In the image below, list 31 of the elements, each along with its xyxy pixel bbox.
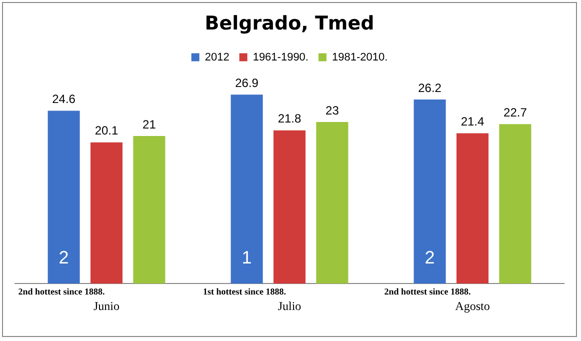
- legend-label: 2012: [204, 51, 230, 64]
- bar: [273, 130, 306, 284]
- bar: [133, 136, 166, 284]
- data-label: 21.4: [460, 114, 484, 129]
- data-label: 22.7: [504, 105, 528, 120]
- data-label: 21: [142, 117, 156, 132]
- data-label: 26.2: [418, 80, 442, 95]
- bar: [499, 124, 532, 284]
- annotation: 2: [424, 248, 435, 268]
- legend-label: 1961-1990.: [252, 51, 308, 64]
- bar: [230, 94, 263, 284]
- x-tick-label: Junio: [93, 298, 120, 313]
- x-tick-label: Agosto: [455, 298, 490, 313]
- x-tick-label: Julio: [278, 298, 302, 313]
- bar: [456, 133, 489, 284]
- bar: [90, 142, 123, 284]
- bar: [48, 110, 80, 284]
- text: 1st hottest since 1888.: [203, 286, 286, 296]
- annotation: 2: [58, 248, 69, 268]
- data-label: 20.1: [94, 124, 118, 138]
- text: 2nd hottest since 1888.: [384, 286, 471, 296]
- data-label: 26.9: [235, 76, 259, 90]
- text: 2nd hottest since 1888.: [18, 286, 105, 296]
- bar: [414, 100, 446, 284]
- chart-title: Belgrado, Tmed: [204, 12, 374, 34]
- legend-label: 1981-2010.: [332, 51, 388, 64]
- bar: [316, 122, 348, 284]
- data-label: 24.6: [52, 92, 76, 106]
- data-label: 21.8: [278, 112, 302, 126]
- annotation: 1: [242, 248, 252, 268]
- data-label: 23: [326, 103, 340, 118]
